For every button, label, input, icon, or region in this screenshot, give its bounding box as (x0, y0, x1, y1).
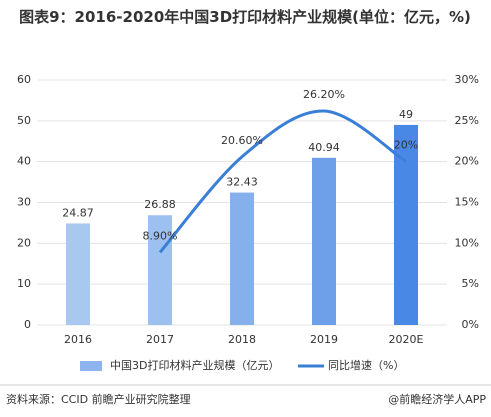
legend-label: 中国3D打印材料产业规模（亿元） (110, 358, 279, 372)
credit: @前瞻经济学人APP (388, 392, 486, 406)
y-tick-label: 20 (17, 236, 31, 249)
y2-tick-label: 15% (455, 196, 479, 209)
line (158, 109, 407, 254)
bar (230, 192, 254, 325)
bar (394, 124, 418, 326)
y2-tick-label: 30% (455, 73, 479, 86)
line-value-label: 26.20% (303, 88, 345, 101)
x-tick-label: 2018 (228, 333, 256, 346)
legend-swatch (80, 361, 102, 371)
y2-tick-label: 5% (462, 277, 479, 290)
bar-value-label: 24.87 (62, 206, 94, 219)
y-tick-label: 10 (17, 277, 31, 290)
bar (66, 223, 90, 325)
legend-label: 同比增速（%） (328, 358, 404, 372)
bar-value-label: 26.88 (144, 198, 176, 211)
bar (148, 215, 172, 325)
x-tick-label: 2016 (64, 333, 92, 346)
bar (312, 157, 336, 325)
bar-value-label: 32.43 (226, 176, 258, 189)
line-value-label: 8.90% (143, 229, 178, 242)
y-tick-label: 60 (17, 73, 31, 86)
y-tick-label: 0 (24, 318, 31, 331)
y2-tick-label: 20% (455, 155, 479, 168)
x-tick-label: 2019 (310, 333, 338, 346)
y2-tick-label: 0% (462, 318, 479, 331)
line-value-label: 20% (394, 139, 418, 152)
line-value-label: 20.60% (221, 134, 263, 147)
y-tick-label: 30 (17, 196, 31, 209)
chart-title: 图表9：2016-2020年中国3D打印材料产业规模(单位：亿元，%) (19, 8, 471, 26)
y2-tick-label: 10% (455, 236, 479, 249)
bar-value-label: 49 (399, 108, 413, 121)
x-tick-label: 2020E (389, 333, 424, 346)
y-tick-label: 50 (17, 114, 31, 127)
bar-value-label: 40.94 (308, 141, 340, 154)
y2-tick-label: 25% (455, 114, 479, 127)
y-tick-label: 40 (17, 155, 31, 168)
source: 资料来源：CCID 前瞻产业研究院整理 (6, 392, 191, 406)
x-tick-label: 2017 (146, 333, 174, 346)
